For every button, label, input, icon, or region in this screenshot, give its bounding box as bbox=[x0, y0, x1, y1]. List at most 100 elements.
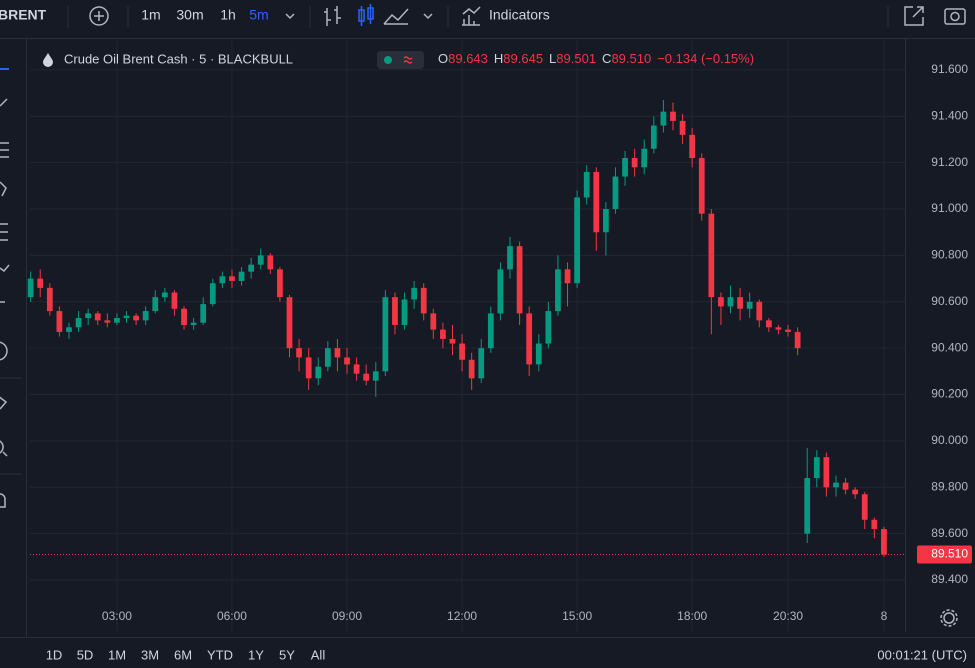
fib-tool[interactable] bbox=[0, 142, 9, 158]
candle-body bbox=[478, 348, 485, 379]
legend-value: 89.501 bbox=[556, 51, 596, 66]
range-button[interactable]: 1D bbox=[46, 647, 63, 662]
candle-body bbox=[813, 457, 820, 479]
candle-body bbox=[689, 134, 696, 159]
candle-body bbox=[238, 271, 245, 281]
candle-body bbox=[46, 287, 53, 312]
candle-body bbox=[133, 315, 139, 321]
range-button[interactable]: All bbox=[311, 647, 326, 662]
candle-body bbox=[746, 301, 753, 309]
forecast-tool[interactable] bbox=[0, 223, 8, 241]
symbol[interactable]: BRENT bbox=[0, 7, 47, 23]
candle-body bbox=[545, 311, 552, 344]
candle-body bbox=[27, 278, 34, 298]
candle-body bbox=[564, 269, 571, 284]
snapshot-button[interactable] bbox=[944, 8, 966, 25]
range-button[interactable]: 5D bbox=[77, 647, 94, 662]
style-menu[interactable] bbox=[423, 13, 433, 20]
candle-body bbox=[660, 111, 667, 126]
candle-body bbox=[315, 366, 322, 379]
status-chips[interactable] bbox=[377, 51, 424, 69]
x-tick-label: 8 bbox=[881, 609, 888, 623]
range-button[interactable]: YTD bbox=[207, 647, 233, 662]
candle-body bbox=[574, 197, 580, 284]
indicators-icon[interactable] bbox=[462, 6, 481, 26]
bars-style[interactable] bbox=[324, 6, 341, 26]
range-button[interactable]: 1M bbox=[108, 647, 126, 662]
x-tick-label: 20:30 bbox=[773, 609, 803, 623]
candle-body bbox=[286, 297, 293, 349]
y-tick-label: 89.600 bbox=[931, 526, 968, 540]
legend-label: H bbox=[494, 51, 503, 66]
legend-change: −0.134 (−0.15%) bbox=[657, 51, 754, 66]
candle-body bbox=[56, 311, 63, 332]
candle-body bbox=[277, 269, 283, 298]
candle-body bbox=[296, 348, 302, 358]
indicators-button[interactable]: Indicators bbox=[489, 7, 550, 23]
x-tick-label: 06:00 bbox=[217, 609, 247, 623]
range-button[interactable]: 6M bbox=[174, 647, 192, 662]
y-tick-label: 91.600 bbox=[931, 62, 968, 76]
interval-active[interactable]: 5m bbox=[249, 7, 268, 23]
series-title: Crude Oil Brent Cash · 5 · BLACKBULL bbox=[64, 51, 293, 66]
compare-button[interactable] bbox=[89, 6, 109, 26]
lock-tool[interactable] bbox=[0, 493, 6, 508]
x-tick-label: 09:00 bbox=[332, 609, 362, 623]
ohlc-legend: O89.643 H89.645 L89.501 C89.510 −0.134 (−0.1… bbox=[438, 51, 754, 66]
candle-body bbox=[612, 176, 619, 210]
trend-tool[interactable] bbox=[0, 98, 8, 107]
range-button[interactable]: 3M bbox=[141, 647, 159, 662]
shapes-tool[interactable] bbox=[0, 264, 10, 273]
axis-settings[interactable] bbox=[940, 609, 958, 627]
interval[interactable]: 30m bbox=[176, 7, 203, 23]
legend-value: 89.510 bbox=[611, 51, 651, 66]
candle-body bbox=[785, 329, 791, 332]
candles-style[interactable] bbox=[358, 4, 374, 26]
top-toolbar bbox=[0, 0, 975, 38]
candle-body bbox=[468, 359, 475, 379]
left-toolbar bbox=[0, 39, 26, 637]
candle-body bbox=[593, 171, 600, 233]
x-tick-label: 03:00 bbox=[102, 609, 132, 623]
plot-area bbox=[27, 40, 905, 632]
candle-body bbox=[430, 313, 437, 330]
candle-body bbox=[411, 287, 418, 300]
candle-body bbox=[267, 255, 274, 270]
candle-body bbox=[516, 246, 523, 314]
candle-body bbox=[257, 255, 264, 265]
candle-body bbox=[881, 529, 887, 555]
interval[interactable]: 1h bbox=[220, 7, 236, 23]
legend-label: C bbox=[602, 51, 611, 66]
measure-tool[interactable] bbox=[0, 341, 8, 361]
pattern-tool[interactable] bbox=[0, 181, 7, 197]
candle-body bbox=[229, 276, 235, 281]
legend-value: 89.645 bbox=[503, 51, 543, 66]
range-button[interactable]: 1Y bbox=[248, 647, 264, 662]
candle-body bbox=[852, 489, 859, 495]
y-tick-label: 90.200 bbox=[931, 387, 968, 401]
candle-body bbox=[37, 278, 44, 288]
last-price-tag bbox=[917, 545, 972, 564]
ruler-tool[interactable] bbox=[0, 396, 8, 410]
fullscreen-button[interactable] bbox=[904, 6, 924, 26]
candle-body bbox=[794, 331, 801, 349]
area-style[interactable] bbox=[383, 8, 409, 25]
interval-menu[interactable] bbox=[285, 13, 295, 20]
legend-label: L bbox=[549, 51, 556, 66]
candle-body bbox=[823, 457, 830, 488]
legend-value: 89.643 bbox=[448, 51, 488, 66]
zoom-tool[interactable] bbox=[0, 440, 8, 457]
candle-body bbox=[804, 478, 811, 534]
interval[interactable]: 1m bbox=[141, 7, 160, 23]
candle-body bbox=[833, 482, 839, 488]
candle-body bbox=[507, 246, 513, 270]
y-tick-label: 90.400 bbox=[931, 340, 968, 354]
clock: 00:01:21 (UTC) bbox=[877, 647, 967, 662]
candle-body bbox=[555, 269, 561, 312]
range-bar: 1D 5D 1M 3M 6M YTD 1Y 5Y All bbox=[46, 647, 326, 662]
range-button[interactable]: 5Y bbox=[279, 647, 295, 662]
candle-body bbox=[66, 327, 72, 332]
y-tick-label: 91.200 bbox=[931, 155, 968, 169]
candle-body bbox=[200, 304, 207, 323]
